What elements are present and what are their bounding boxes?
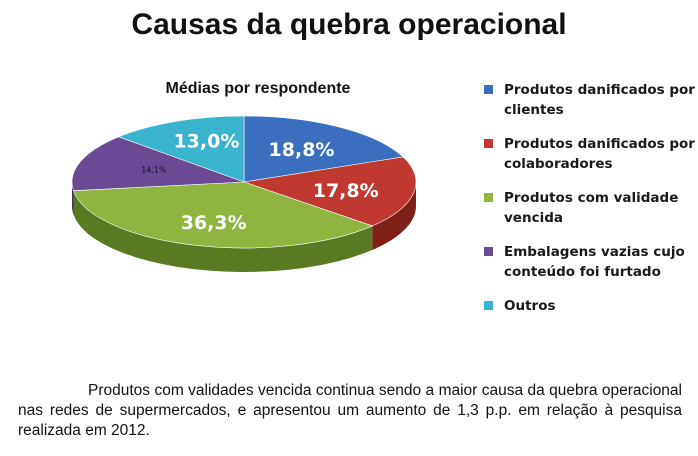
legend-label: Produtos com validade vencida	[504, 190, 679, 226]
legend-label: Produtos danificados por clientes	[504, 82, 695, 118]
legend-swatch	[484, 301, 493, 310]
legend-item-outros: Outros	[484, 296, 698, 316]
chart-title: Causas da quebra operacional	[131, 8, 567, 41]
legend-swatch	[484, 247, 493, 256]
pie-slice-produtos-com-validade-vencida	[73, 181, 374, 249]
pie-slice-embalagens-vazias-cujo-conteudo-foi-furtado	[71, 136, 245, 191]
legend-item-produtos-danificados-por-colaboradores: Produtos danificados por colaboradores	[484, 134, 698, 174]
legend-swatch	[484, 139, 493, 148]
caption-text: Produtos com validades vencida continua …	[18, 382, 682, 439]
pie-slice-produtos-danificados-por-clientes	[243, 115, 404, 183]
legend-item-produtos-danificados-por-clientes: Produtos danificados por clientes	[484, 80, 698, 120]
pie-chart: Médias por respondente 18,8% 17,8% 36,3% 14…	[71, 80, 417, 272]
legend-label: Embalagens vazias cujo conteúdo foi furt…	[504, 244, 685, 280]
pie-side-produtos-com-validade-vencida	[73, 190, 373, 272]
pie-side-produtos-danificados-por-colaboradores	[372, 182, 416, 250]
legend-item-embalagens-vazias-cujo-conteudo-foi-furtado: Embalagens vazias cujo conteúdo foi furt…	[484, 242, 698, 282]
pie-label-embalagens-vazias-cujo-conteudo-foi-furtado: 14,1%	[141, 166, 167, 175]
legend-label: Outros	[504, 298, 556, 314]
pie-label-produtos-com-validade-vencida: 36,3%	[181, 212, 247, 234]
legend-item-produtos-com-validade-vencida: Produtos com validade vencida	[484, 188, 698, 228]
chart-subtitle: Médias por respondente	[166, 80, 351, 97]
pie-slice-produtos-danificados-por-colaboradores	[243, 156, 417, 227]
legend-swatch	[484, 193, 493, 202]
legend-label: Produtos danificados por colaboradores	[504, 136, 695, 172]
pie-label-produtos-danificados-por-colaboradores: 17,8%	[313, 180, 379, 202]
pie-label-outros: 13,0%	[173, 130, 239, 152]
pie-label-produtos-danificados-por-clientes: 18,8%	[269, 139, 335, 161]
pie-slice-outros	[117, 115, 245, 183]
legend-swatch	[484, 85, 493, 94]
